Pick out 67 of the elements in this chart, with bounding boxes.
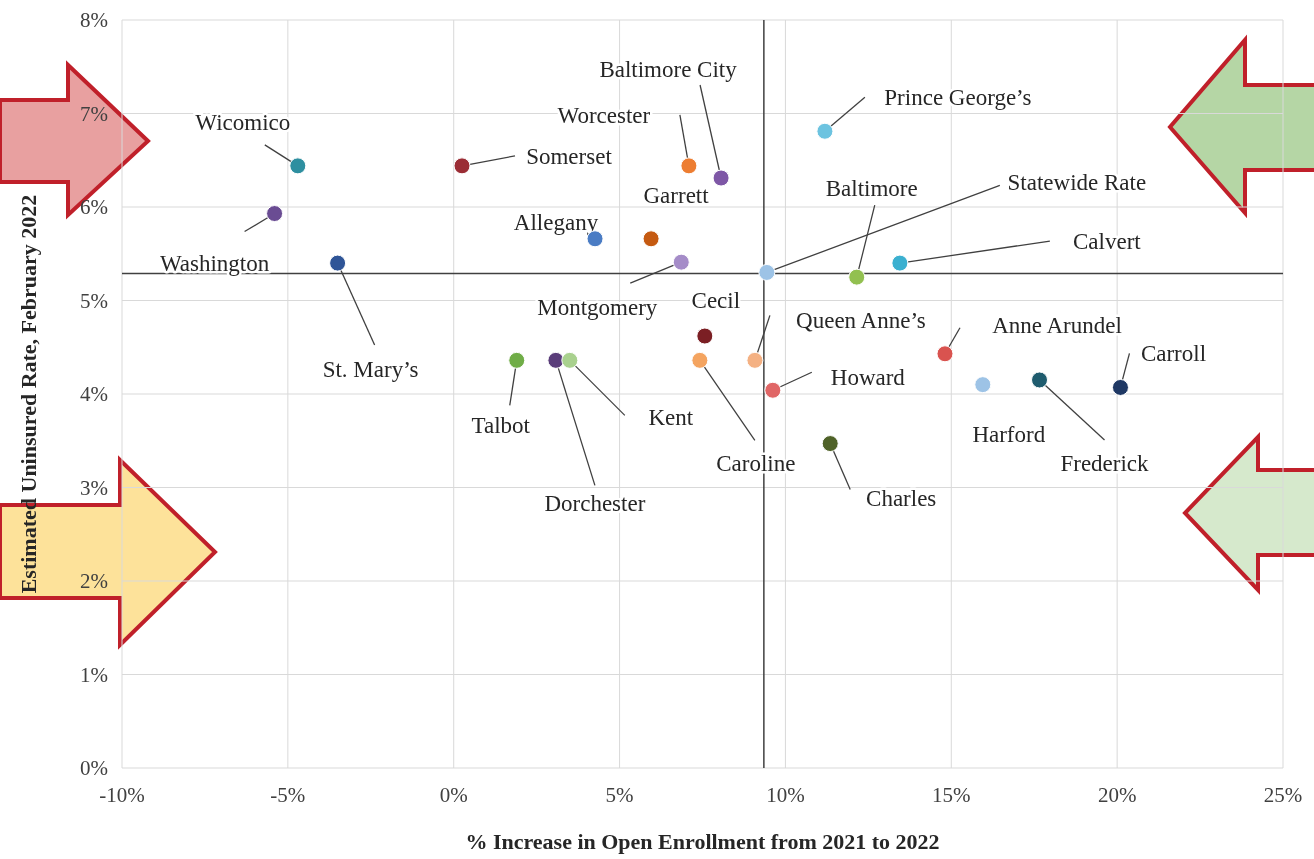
annotation: Howard (830, 365, 906, 391)
annotation: Queen Anne’s (796, 308, 926, 334)
y-tick-label: 1% (80, 662, 108, 687)
point (764, 381, 782, 399)
point (891, 254, 909, 272)
annotation: Allegany (513, 209, 599, 235)
point (816, 122, 834, 140)
annotation: Talbot (471, 413, 531, 439)
annotation: Washington (159, 250, 270, 276)
annotation: Montgomery (537, 295, 658, 321)
point (712, 169, 730, 187)
annotation: Statewide Rate (1007, 170, 1147, 196)
annotation: Somerset (526, 143, 613, 169)
point (266, 205, 284, 223)
point (329, 254, 347, 272)
annotation: St. Mary’s (322, 357, 419, 383)
point (691, 351, 709, 369)
annotation: Calvert (1073, 229, 1142, 255)
annotation: Frederick (1060, 450, 1150, 476)
x-tick-label: 5% (605, 783, 634, 807)
annotation: Prince George’s (884, 85, 1032, 111)
annotation: Kent (648, 405, 694, 431)
point (680, 157, 698, 175)
point (453, 157, 471, 175)
y-tick-label: 0% (80, 756, 108, 780)
x-tick-label: 0% (439, 783, 468, 807)
annotation: Baltimore City (599, 57, 738, 83)
y-tick-label: 8% (80, 8, 108, 32)
x-tick-label: -10% (99, 783, 145, 807)
y-tick-label: 6% (80, 195, 108, 219)
annotation: Harford (972, 421, 1046, 447)
annotation: Garrett (643, 182, 710, 208)
point (821, 435, 839, 453)
point (672, 253, 690, 271)
x-tick-label: -5% (270, 783, 306, 807)
point (848, 268, 866, 286)
point (561, 351, 579, 369)
point (642, 230, 660, 248)
y-tick-label: 5% (80, 288, 108, 313)
x-tick-label: 10% (766, 783, 805, 807)
point (547, 351, 565, 369)
x-axis-title: % Increase in Open Enrollment from 2021 to 2022 (465, 829, 940, 854)
x-tick-label: 15% (932, 783, 971, 807)
y-tick-label: 4% (80, 382, 108, 406)
annotation: Worcester (557, 102, 651, 128)
annotation: Anne Arundel (992, 312, 1122, 338)
annotation: Dorchester (544, 491, 646, 517)
y-axis-title: Estimated Uninsured Rate, February 2022 (16, 194, 41, 594)
point (1031, 371, 1049, 389)
annotation: Cecil (691, 288, 741, 314)
point (289, 157, 307, 175)
y-tick-label: 3% (80, 475, 108, 500)
point (758, 263, 776, 281)
point (508, 351, 526, 369)
point (1111, 378, 1129, 396)
point (936, 345, 954, 363)
point (746, 351, 764, 369)
annotation: Carroll (1140, 341, 1207, 367)
y-tick-label: 2% (80, 569, 108, 593)
annotation: Wicomico (195, 109, 291, 135)
x-tick-label: 25% (1263, 783, 1303, 807)
point (696, 327, 714, 345)
annotation: Baltimore (825, 176, 918, 202)
point (974, 376, 992, 394)
x-tick-label: 20% (1097, 783, 1137, 807)
annotation: Charles (866, 485, 937, 511)
y-tick-label: 7% (80, 101, 108, 126)
